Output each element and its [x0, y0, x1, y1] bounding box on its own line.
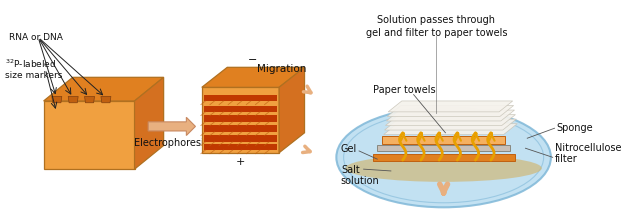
Polygon shape — [388, 105, 514, 116]
Text: Gel: Gel — [341, 144, 357, 154]
Text: Solution passes through
gel and filter to paper towels: Solution passes through gel and filter t… — [366, 15, 507, 38]
Polygon shape — [202, 87, 279, 153]
Polygon shape — [204, 105, 277, 112]
Text: Nitrocellulose
filter: Nitrocellulose filter — [555, 143, 621, 164]
Polygon shape — [386, 110, 515, 121]
Polygon shape — [204, 135, 277, 142]
Polygon shape — [377, 145, 510, 151]
Polygon shape — [68, 96, 78, 103]
Ellipse shape — [345, 154, 542, 182]
Polygon shape — [204, 95, 277, 101]
Text: +: + — [235, 157, 245, 167]
Text: $^{32}$P-labeled
size markers: $^{32}$P-labeled size markers — [4, 57, 62, 80]
Text: Salt
solution: Salt solution — [341, 165, 379, 186]
Polygon shape — [202, 67, 304, 87]
Text: Paper towels: Paper towels — [373, 85, 436, 95]
Polygon shape — [386, 115, 515, 126]
Polygon shape — [382, 136, 505, 144]
Text: −: − — [248, 55, 257, 65]
Polygon shape — [43, 77, 163, 101]
Polygon shape — [52, 96, 62, 103]
Polygon shape — [204, 126, 277, 132]
Ellipse shape — [337, 107, 551, 207]
Polygon shape — [373, 154, 515, 161]
Polygon shape — [135, 77, 163, 169]
Polygon shape — [43, 101, 135, 169]
Text: Migration: Migration — [257, 64, 307, 74]
Text: Sponge: Sponge — [556, 123, 593, 133]
Polygon shape — [388, 101, 513, 112]
Text: Electrophoresis: Electrophoresis — [134, 138, 209, 148]
Polygon shape — [204, 144, 277, 150]
Polygon shape — [384, 119, 516, 130]
Polygon shape — [384, 124, 517, 135]
Text: RNA or DNA: RNA or DNA — [9, 33, 63, 42]
Polygon shape — [101, 96, 111, 103]
Polygon shape — [279, 67, 304, 153]
Polygon shape — [84, 96, 94, 103]
Polygon shape — [204, 116, 277, 122]
Polygon shape — [148, 117, 196, 135]
